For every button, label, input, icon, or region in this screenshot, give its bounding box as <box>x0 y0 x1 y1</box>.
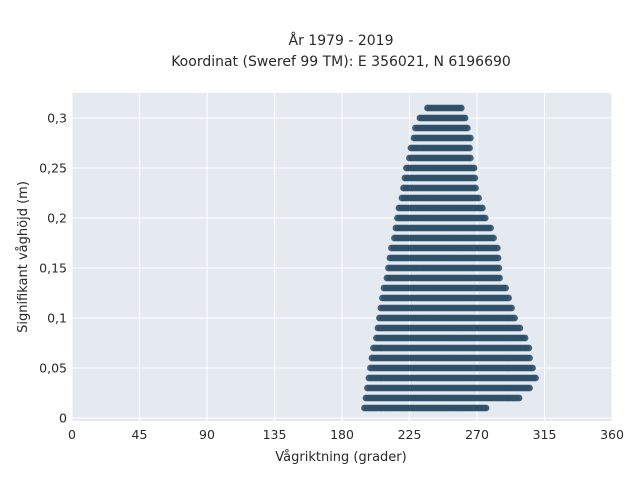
x-tick-label: 0 <box>68 427 76 442</box>
data-point <box>463 124 471 132</box>
data-point <box>466 154 474 162</box>
data-point <box>526 384 533 392</box>
data-point <box>532 374 539 382</box>
data-point <box>494 254 502 262</box>
data-point <box>515 394 523 402</box>
y-tick-label: 0,15 <box>39 261 67 276</box>
data-point <box>490 234 497 242</box>
data-point <box>526 354 533 362</box>
data-point <box>502 284 509 292</box>
x-tick-label: 225 <box>398 427 422 442</box>
y-axis-ticks: 0 0,05 0,1 0,15 0,2 0,25 0,3 <box>39 111 67 426</box>
y-tick-label: 0,25 <box>39 161 67 176</box>
data-point <box>521 334 529 342</box>
data-point <box>470 164 478 172</box>
data-point <box>481 214 489 222</box>
data-point <box>508 304 515 312</box>
data-point <box>495 264 503 272</box>
y-tick-label: 0,05 <box>39 361 67 376</box>
data-point <box>475 194 482 202</box>
y-tick-label: 0 <box>59 411 67 426</box>
x-axis-ticks: 0 45 90 135 180 225 270 315 360 <box>68 427 624 442</box>
data-points <box>361 104 539 412</box>
data-point <box>478 204 486 212</box>
data-point <box>457 104 465 112</box>
data-point <box>466 134 474 142</box>
data-point <box>525 344 533 352</box>
data-point <box>461 114 469 122</box>
data-point <box>511 314 518 322</box>
x-tick-label: 180 <box>330 427 354 442</box>
x-axis-label: Vågriktning (grader) <box>275 450 406 465</box>
x-tick-label: 45 <box>132 427 148 442</box>
y-tick-label: 0,2 <box>47 211 67 226</box>
y-axis-label: Signifikant våghöjd (m) <box>16 181 31 333</box>
x-tick-label: 135 <box>263 427 287 442</box>
x-tick-label: 90 <box>199 427 215 442</box>
x-tick-label: 360 <box>600 427 624 442</box>
data-point <box>466 144 473 152</box>
data-point <box>496 274 503 282</box>
data-point <box>516 324 524 332</box>
data-point <box>472 184 479 192</box>
y-tick-label: 0,3 <box>47 111 67 126</box>
data-point <box>505 294 512 302</box>
chart-title-line2: Koordinat (Sweref 99 TM): E 356021, N 61… <box>171 54 511 70</box>
y-tick-label: 0,1 <box>47 311 67 326</box>
data-point <box>482 404 490 412</box>
chart-title-line1: År 1979 - 2019 <box>289 32 394 49</box>
data-point <box>471 174 479 182</box>
x-tick-label: 315 <box>533 427 557 442</box>
x-tick-label: 270 <box>465 427 489 442</box>
data-point <box>529 364 536 372</box>
data-point <box>487 224 494 232</box>
data-point <box>493 244 501 252</box>
